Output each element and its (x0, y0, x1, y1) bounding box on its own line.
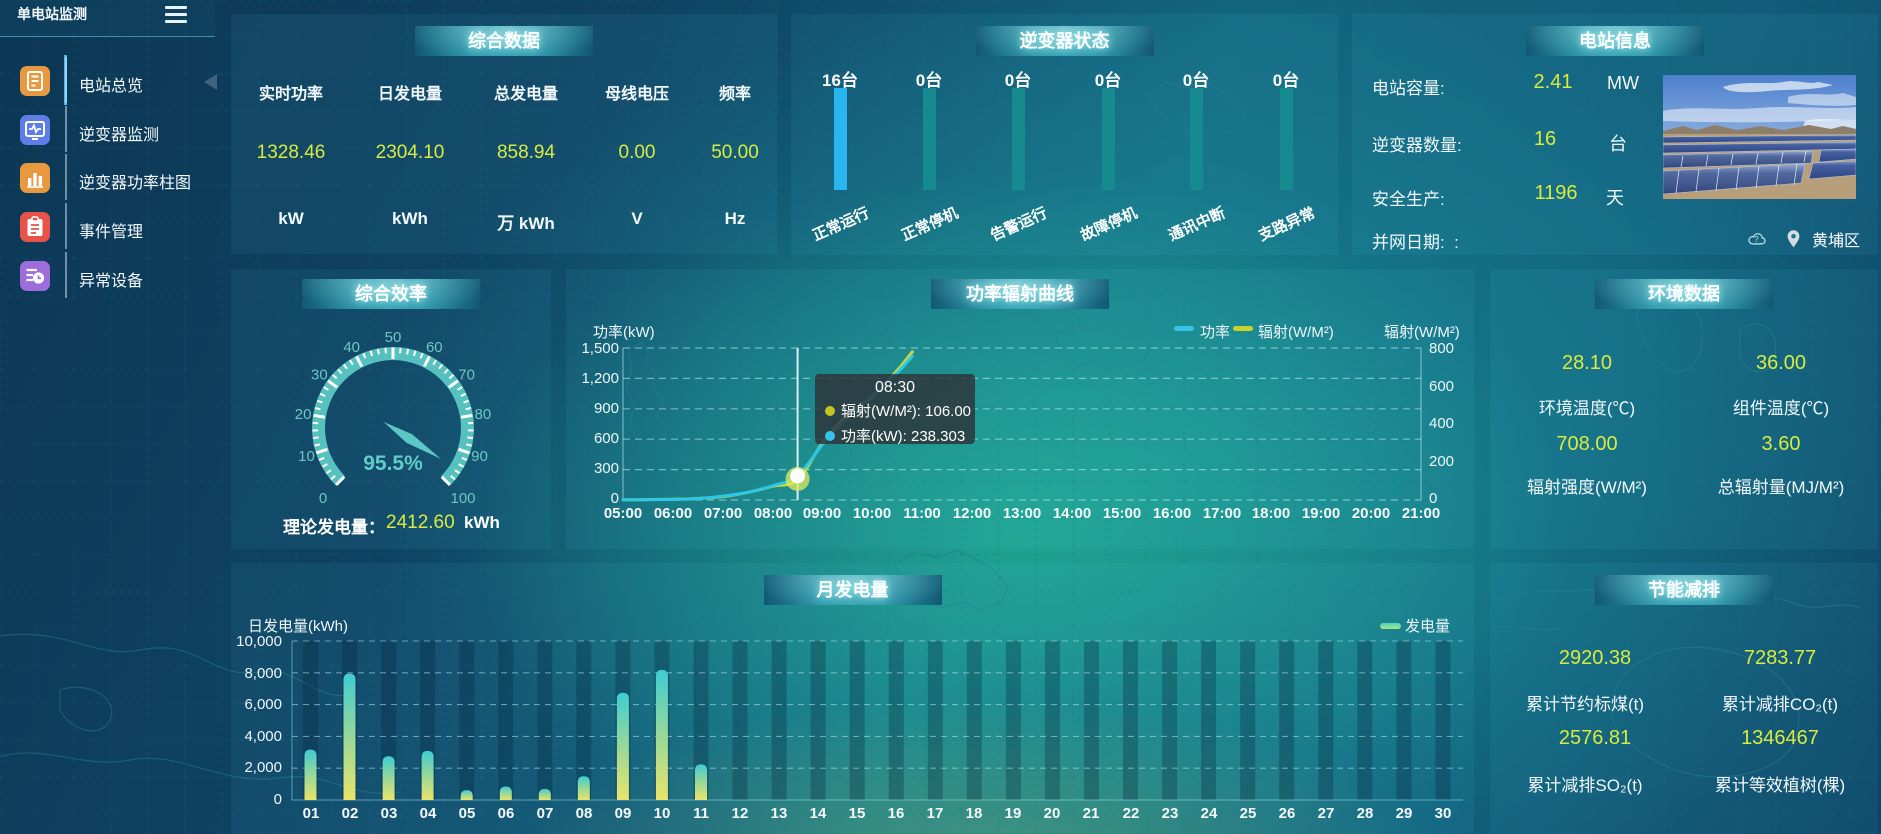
svg-text:100: 100 (450, 490, 475, 507)
svg-text:20: 20 (295, 406, 312, 423)
svg-text:60: 60 (426, 339, 443, 356)
svg-text:70: 70 (458, 367, 475, 384)
svg-text:80: 80 (475, 406, 492, 423)
svg-text:90: 90 (471, 448, 488, 465)
svg-text:?: ? (1754, 235, 1759, 244)
svg-text:50: 50 (385, 329, 402, 346)
svg-text:30: 30 (311, 367, 328, 384)
svg-text:10: 10 (298, 448, 315, 465)
svg-text:0: 0 (319, 490, 327, 507)
svg-text:40: 40 (343, 339, 360, 356)
